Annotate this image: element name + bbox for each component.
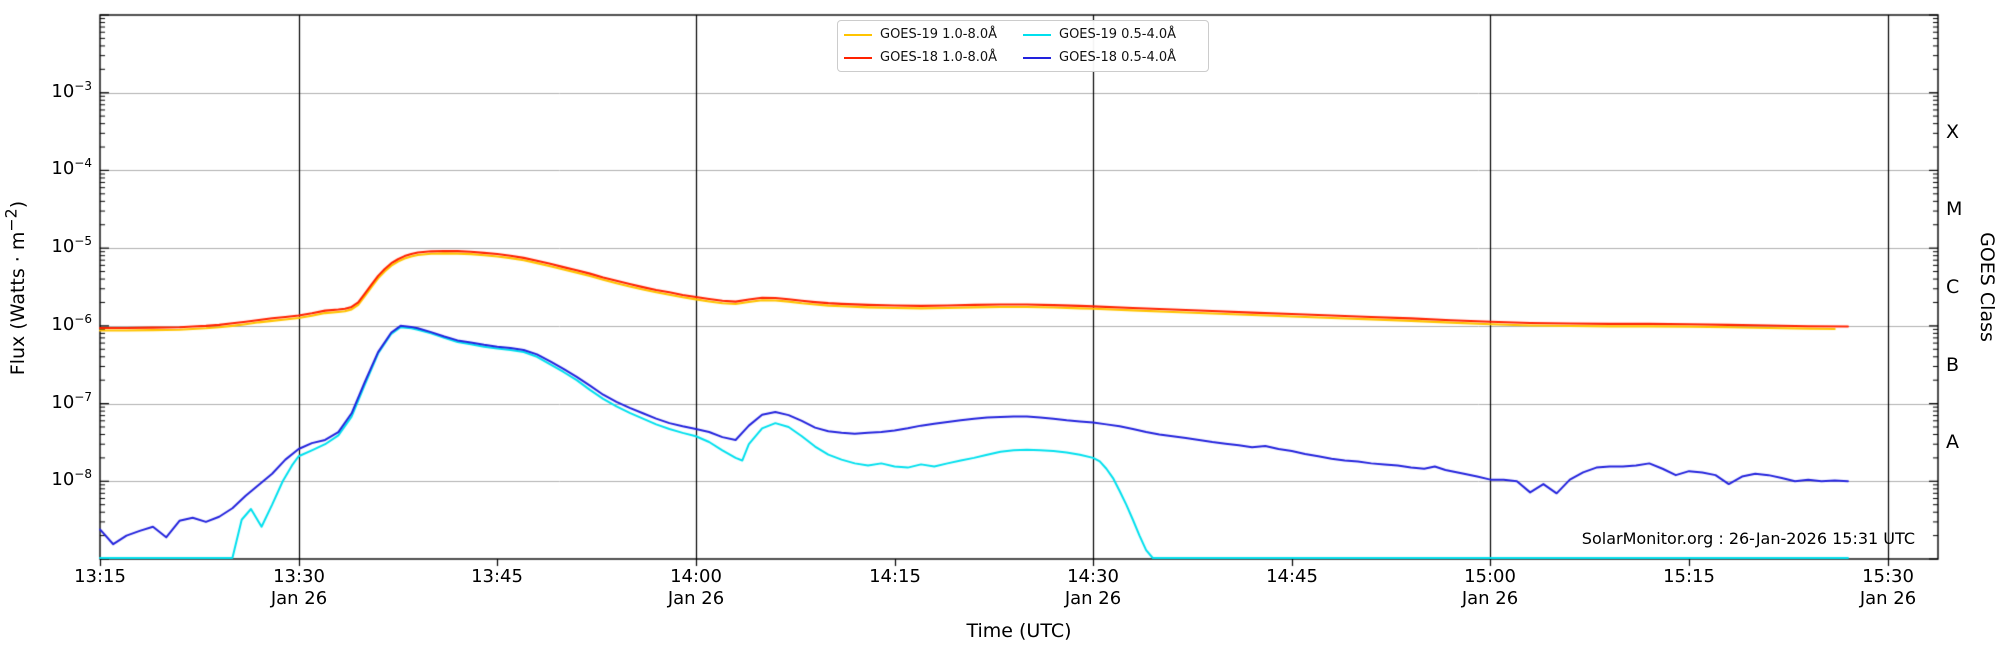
y-tick-label: 10−5	[51, 234, 92, 257]
x-tick-date-label: Jan 26	[1064, 588, 1122, 609]
x-tick-date-label: Jan 26	[270, 588, 328, 609]
y-tick-label: 10−6	[51, 312, 92, 335]
legend-entry-goes18-long: GOES-18 1.0-8.0Å	[844, 50, 1023, 65]
x-tick-date-label: Jan 26	[1859, 588, 1917, 609]
legend-label: GOES-18 0.5-4.0Å	[1059, 50, 1177, 65]
x-tick-label: 15:15	[1663, 566, 1715, 587]
legend-swatch-goes18-short-icon	[1023, 56, 1051, 59]
x-tick-label: 14:45	[1266, 566, 1318, 587]
legend-label: GOES-19 0.5-4.0Å	[1059, 27, 1177, 42]
x-tick-label: 13:30	[273, 566, 325, 587]
y-tick-label: 10−4	[51, 156, 92, 179]
y-axis-title: Flux (Watts · m−2)	[2, 38, 29, 538]
goes-class-label-b: B	[1946, 354, 1960, 376]
x-axis-title: Time (UTC)	[966, 620, 1072, 642]
goes-class-label-c: C	[1946, 276, 1960, 298]
x-tick-label: 14:30	[1067, 566, 1119, 587]
legend-entry-goes18-short: GOES-18 0.5-4.0Å	[1023, 50, 1202, 65]
y-tick-label: 10−8	[51, 467, 92, 490]
legend-label: GOES-19 1.0-8.0Å	[880, 27, 998, 42]
y-axis-title-exponent: −2	[1, 208, 21, 232]
legend-entry-goes19-short: GOES-19 0.5-4.0Å	[1023, 27, 1202, 42]
x-tick-label: 14:00	[670, 566, 722, 587]
y-tick-label: 10−7	[51, 390, 92, 413]
legend-entry-goes19-long: GOES-19 1.0-8.0Å	[844, 27, 1023, 42]
y-tick-label: 10−3	[51, 79, 92, 102]
right-axis-title: GOES Class	[1976, 232, 1998, 342]
legend-swatch-goes19-long-icon	[844, 33, 872, 36]
y-axis-title-close: )	[7, 200, 29, 209]
legend-swatch-goes18-long-icon	[844, 56, 872, 59]
x-tick-label: 15:00	[1464, 566, 1516, 587]
legend: GOES-19 1.0-8.0Å GOES-18 1.0-8.0Å GOES-1…	[837, 20, 1209, 72]
x-tick-date-label: Jan 26	[1461, 588, 1519, 609]
legend-label: GOES-18 1.0-8.0Å	[880, 50, 998, 65]
x-tick-date-label: Jan 26	[667, 588, 725, 609]
x-tick-label: 13:15	[74, 566, 126, 587]
goes-class-label-x: X	[1946, 121, 1960, 143]
solarmonitor-annotation: SolarMonitor.org : 26-Jan-2026 15:31 UTC	[1581, 529, 1915, 548]
x-tick-label: 14:15	[869, 566, 921, 587]
x-tick-label: 15:30	[1862, 566, 1914, 587]
goes-class-label-a: A	[1946, 431, 1959, 453]
x-tick-label: 13:45	[471, 566, 523, 587]
legend-swatch-goes19-short-icon	[1023, 33, 1051, 36]
goes-class-label-m: M	[1946, 198, 1963, 220]
